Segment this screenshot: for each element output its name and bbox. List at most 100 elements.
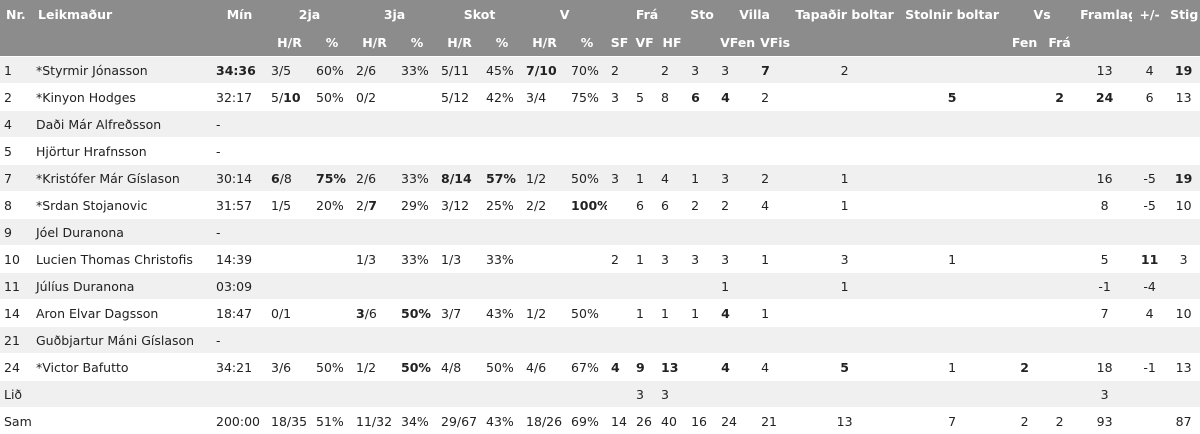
cell: 6 (687, 84, 717, 111)
cell (1042, 111, 1077, 138)
cell (437, 219, 482, 246)
cell (792, 381, 897, 408)
cell: 13 (657, 354, 687, 381)
cell: 4/6 (522, 354, 567, 381)
cell: 1 (0, 57, 32, 84)
cell: 9 (0, 219, 32, 246)
cell: 4 (0, 111, 32, 138)
cell-text: 4 (611, 360, 620, 375)
cell (657, 219, 687, 246)
cell: 2 (657, 57, 687, 84)
cell: 1 (792, 192, 897, 219)
cell: 21 (0, 327, 32, 354)
sub-header (687, 28, 717, 57)
cell (792, 111, 897, 138)
cell: 2 (607, 246, 632, 273)
cell: Júlíus Duranona (32, 273, 212, 300)
cell (312, 138, 352, 165)
cell: 100% (567, 192, 607, 219)
cell (1042, 327, 1077, 354)
cell: 2 (757, 165, 792, 192)
cell-text: 57% (486, 171, 516, 186)
cell (567, 273, 607, 300)
cell: 3 (657, 381, 687, 408)
cell (1167, 111, 1200, 138)
cell (267, 273, 312, 300)
cell: 45% (482, 57, 522, 84)
cell: 1 (897, 354, 1007, 381)
sub-header: % (567, 28, 607, 57)
cell (792, 219, 897, 246)
cell: 8 (657, 84, 687, 111)
cell (687, 327, 717, 354)
cell-text: 4 (721, 306, 730, 321)
cell: 8 (1077, 192, 1132, 219)
cell: 1/2 (522, 300, 567, 327)
cell (397, 219, 437, 246)
cell (482, 138, 522, 165)
cell: -5 (1132, 165, 1167, 192)
cell: *Victor Bafutto (32, 354, 212, 381)
cell (312, 327, 352, 354)
cell (757, 219, 792, 246)
cell-part: 5/ (271, 90, 283, 105)
cell: 2/6 (352, 57, 397, 84)
cell (897, 381, 1007, 408)
cell (1077, 138, 1132, 165)
cell: *Kinyon Hodges (32, 84, 212, 111)
cell (437, 138, 482, 165)
column-header: Stolnir boltar (897, 0, 1007, 28)
cell (482, 381, 522, 408)
cell: 5 (632, 84, 657, 111)
cell (522, 111, 567, 138)
cell: 03:09 (212, 273, 267, 300)
cell: 2 (1007, 354, 1042, 381)
cell: 43% (482, 300, 522, 327)
cell-text: 9 (636, 360, 645, 375)
cell (607, 381, 632, 408)
cell (757, 138, 792, 165)
cell (687, 381, 717, 408)
cell: 1 (657, 300, 687, 327)
cell: 13 (792, 408, 897, 434)
cell (267, 327, 312, 354)
cell: 10 (1167, 300, 1200, 327)
cell: 5/10 (267, 84, 312, 111)
cell: 6/8 (267, 165, 312, 192)
cell (312, 381, 352, 408)
cell: 2 (0, 84, 32, 111)
sub-header: H/R (267, 28, 312, 57)
cell (1132, 138, 1167, 165)
cell: 50% (567, 300, 607, 327)
cell (267, 246, 312, 273)
cell: 34% (397, 408, 437, 434)
cell: 1/2 (522, 165, 567, 192)
cell: - (212, 111, 267, 138)
sub-header: % (397, 28, 437, 57)
cell: 16 (687, 408, 717, 434)
cell: 1 (632, 300, 657, 327)
cell (397, 138, 437, 165)
cell-text: 19 (1175, 63, 1192, 78)
sub-header (897, 28, 1007, 57)
cell: 1 (792, 273, 897, 300)
cell-part: 2/ (356, 198, 368, 213)
cell: 1 (757, 300, 792, 327)
cell (897, 273, 1007, 300)
sub-header: H/R (437, 28, 482, 57)
cell-part: /8 (280, 171, 292, 186)
cell: 2 (1042, 84, 1077, 111)
cell: *Srdan Stojanovic (32, 192, 212, 219)
cell: 2 (607, 57, 632, 84)
cell (607, 273, 632, 300)
cell: 5 (897, 84, 1007, 111)
cell: -1 (1077, 273, 1132, 300)
